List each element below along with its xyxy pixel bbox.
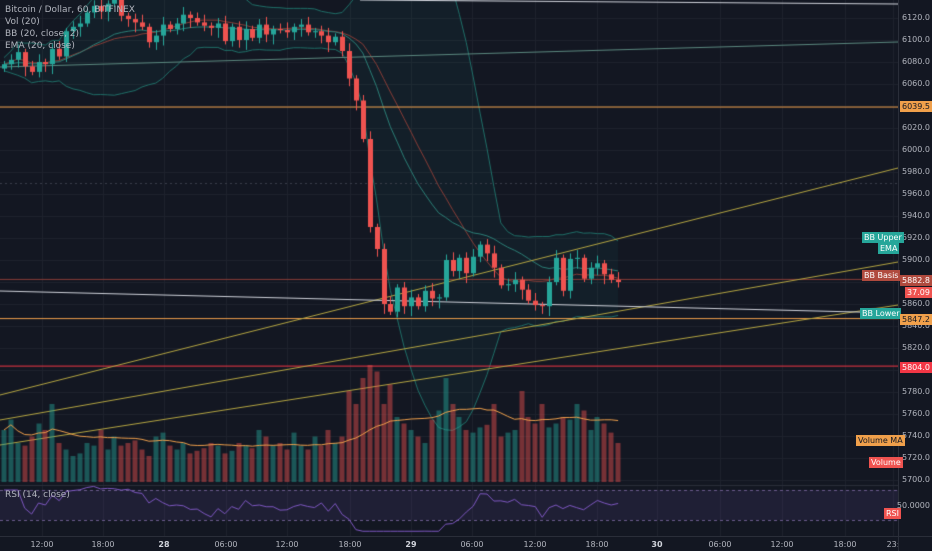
price-tick: 5720.0	[902, 453, 930, 462]
rsi-value-label: RSI	[884, 508, 901, 519]
bb-basis-label: BB Basis	[862, 270, 901, 281]
price-tick: 5960.0	[902, 189, 930, 198]
price-tick: 5740.0	[902, 431, 930, 440]
volume-label: Volume	[869, 457, 903, 468]
price-chart-canvas[interactable]	[0, 0, 898, 536]
time-tick: 18:00	[91, 540, 115, 549]
rsi-legend[interactable]: RSI (14, close)	[5, 490, 70, 500]
level-5882-label: 5882.8	[900, 275, 932, 286]
price-axis[interactable]: 6120.06100.06080.06060.06040.06020.06000…	[896, 0, 932, 536]
time-tick: 23:	[886, 540, 900, 549]
price-tick: 5940.0	[902, 211, 930, 220]
rsi-tick: 50.0000	[896, 501, 930, 510]
price-tick: 5700.0	[902, 475, 930, 484]
volume-indicator-legend[interactable]: Vol (20)	[5, 17, 40, 27]
price-tick: 5760.0	[902, 409, 930, 418]
price-tick: 5980.0	[902, 167, 930, 176]
time-tick: 06:00	[708, 540, 732, 549]
time-tick: 18:00	[585, 540, 609, 549]
time-tick: 28	[158, 540, 170, 549]
price-tick: 6100.0	[902, 35, 930, 44]
price-tick: 5860.0	[902, 299, 930, 308]
time-tick: 18:00	[338, 540, 362, 549]
price-tick: 5900.0	[902, 255, 930, 264]
price-tick: 5920.0	[902, 233, 930, 242]
price-tick: 5840.0	[902, 321, 930, 330]
level-5804-label: 5804.0	[900, 362, 932, 373]
time-tick: 30	[651, 540, 663, 549]
last-price-label: 37.09	[905, 287, 932, 298]
volume-ma-label: Volume MA	[856, 435, 905, 446]
bb-upper-label: BB Upper	[862, 232, 904, 243]
level-6039-label: 6039.5	[900, 101, 932, 112]
price-tick: 6020.0	[902, 123, 930, 132]
price-tick: 6080.0	[902, 57, 930, 66]
price-tick: 6000.0	[902, 145, 930, 154]
time-tick: 12:00	[770, 540, 794, 549]
symbol-legend[interactable]: Bitcoin / Dollar, 60, BITFINEX	[5, 5, 135, 15]
ema-legend[interactable]: EMA (20, close)	[5, 41, 75, 51]
time-tick: 12:00	[523, 540, 547, 549]
bb-lower-label: BB Lower	[860, 308, 902, 319]
bollinger-legend[interactable]: BB (20, close, 2)	[5, 29, 80, 39]
level-5847-label: 5847.2	[900, 314, 932, 325]
time-tick: 18:00	[833, 540, 857, 549]
price-tick: 5820.0	[902, 343, 930, 352]
time-tick: 12:00	[275, 540, 299, 549]
axis-corner	[898, 536, 932, 551]
time-tick: 06:00	[460, 540, 484, 549]
time-axis[interactable]: 12:00 18:00 28 06:00 12:00 18:00 29 06:00 12:00 1…	[0, 536, 900, 551]
price-tick: 6060.0	[902, 79, 930, 88]
ema-label: EMA	[878, 243, 900, 254]
time-tick: 29	[405, 540, 417, 549]
chart-legend: Bitcoin / Dollar, 60, BITFINEX Vol (20) …	[5, 4, 135, 52]
price-tick: 5780.0	[902, 387, 930, 396]
time-tick: 12:00	[30, 540, 54, 549]
time-tick: 06:00	[214, 540, 238, 549]
price-tick: 6120.0	[902, 13, 930, 22]
